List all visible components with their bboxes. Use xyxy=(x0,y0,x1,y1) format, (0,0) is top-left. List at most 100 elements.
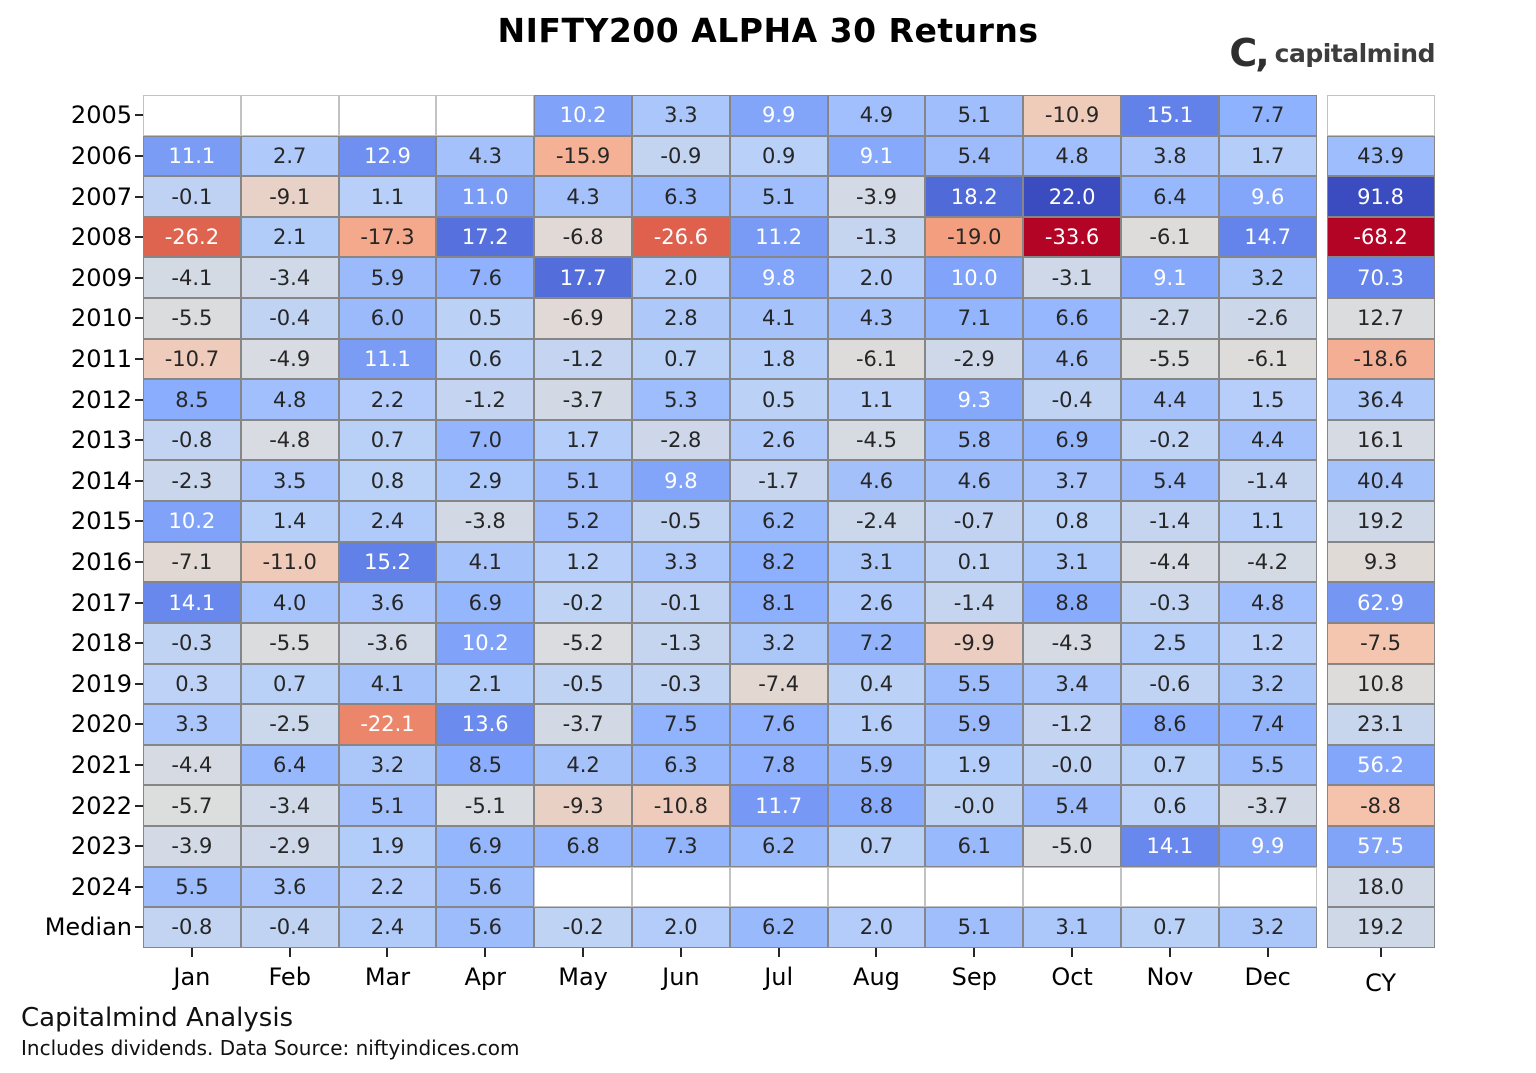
heatmap-cell: 40.4 xyxy=(1326,460,1435,502)
heatmap-cell: -5.0 xyxy=(1023,825,1121,867)
heatmap-cell: 0.7 xyxy=(1120,907,1219,948)
x-axis-col-jan: Jan xyxy=(143,947,241,997)
x-axis-col-feb: Feb xyxy=(241,947,339,997)
x-axis-tick xyxy=(973,947,976,957)
cy-column-gap xyxy=(1317,785,1327,826)
heatmap-cell xyxy=(143,95,241,136)
cy-column-gap xyxy=(1317,339,1327,380)
heatmap-cell: 1.7 xyxy=(534,419,632,461)
heatmap-cell: 2.1 xyxy=(240,216,339,258)
heatmap-cell xyxy=(338,95,437,136)
y-axis-tick xyxy=(135,439,143,442)
row-label-2012: 2012 xyxy=(70,385,132,414)
heatmap-cell: 0.9 xyxy=(729,135,828,177)
heatmap-cell: 2.0 xyxy=(827,257,926,299)
x-axis-col-jul: Jul xyxy=(730,947,828,997)
cy-column-gap xyxy=(1317,257,1327,298)
heatmap-cell: 3.2 xyxy=(338,744,437,786)
y-axis-tick xyxy=(135,236,143,239)
heatmap-cell: 19.2 xyxy=(1326,907,1435,948)
row-label-2005: 2005 xyxy=(70,101,132,130)
cy-column-gap xyxy=(1317,542,1327,583)
heatmap-cell: 2.4 xyxy=(338,501,437,542)
heatmap-cell: -0.2 xyxy=(534,582,632,623)
heatmap-cell: -1.2 xyxy=(436,379,535,420)
heatmap-row-2007: 2007 -0.1 -9.1 1.1 11.0 4.3 6.3 5.1 -3.9 18.2 22.0… xyxy=(0,176,1536,217)
capitalmind-logo-mark-icon: C, xyxy=(1229,31,1269,75)
heatmap-cell: 5.4 xyxy=(1023,785,1121,826)
heatmap-cell: 6.3 xyxy=(631,744,730,786)
heatmap-cell: -26.2 xyxy=(143,216,241,258)
heatmap-cell: 4.6 xyxy=(827,460,926,502)
heatmap-row-2019: 2019 0.3 0.7 4.1 2.1 -0.5 -0.3 -7.4 0.4 5.5 3.4 -0.… xyxy=(0,663,1536,705)
heatmap-cell: 5.2 xyxy=(534,501,632,542)
heatmap-cell: 56.2 xyxy=(1326,744,1435,786)
x-axis-col-aug: Aug xyxy=(828,947,926,997)
heatmap-cell: 70.3 xyxy=(1326,257,1435,299)
heatmap-cell: 6.4 xyxy=(240,744,339,786)
heatmap-cell: 9.8 xyxy=(729,257,828,299)
x-axis-label: Feb xyxy=(268,962,311,991)
heatmap-row-2006: 2006 11.1 2.7 12.9 4.3 -15.9 -0.9 0.9 9.1 5.4 4.8 3… xyxy=(0,135,1536,177)
row-label-2017: 2017 xyxy=(70,588,132,617)
x-axis-tick xyxy=(777,947,780,957)
y-axis-tick xyxy=(135,926,143,929)
heatmap-cell: 18.2 xyxy=(925,176,1024,217)
heatmap-cell: 3.2 xyxy=(1218,663,1317,705)
heatmap-cell: 10.8 xyxy=(1326,663,1435,705)
heatmap-cell: 5.5 xyxy=(925,663,1024,705)
heatmap-row-2005: 2005 10.2 3.3 9.9 4.9 5.1 -10.9 15.1 7.7 xyxy=(0,95,1536,136)
row-label-2007: 2007 xyxy=(70,182,132,211)
heatmap-row-2018: 2018 -0.3 -5.5 -3.6 10.2 -5.2 -1.3 3.2 7.2 -9.9 -4… xyxy=(0,622,1536,664)
heatmap-cell: -0.3 xyxy=(143,622,241,664)
heatmap-cell: -8.8 xyxy=(1326,785,1435,826)
heatmap-cell: 14.1 xyxy=(1120,825,1219,867)
heatmap-cell: -10.7 xyxy=(143,338,241,380)
heatmap-cell: -0.5 xyxy=(534,663,632,705)
x-axis-label: Apr xyxy=(464,962,507,991)
heatmap-cell: -2.4 xyxy=(827,501,926,542)
heatmap-cell: 3.3 xyxy=(143,704,241,745)
x-axis-tick xyxy=(190,947,193,957)
heatmap-cell xyxy=(827,866,926,908)
heatmap-cell: 0.5 xyxy=(729,379,828,420)
heatmap-cell xyxy=(631,866,730,908)
heatmap-cell: 5.5 xyxy=(1218,744,1317,786)
heatmap-cell: 0.6 xyxy=(436,338,535,380)
heatmap-cell: 4.2 xyxy=(534,744,632,786)
heatmap-cell: 6.6 xyxy=(1023,298,1121,339)
heatmap-row-2024: 2024 5.5 3.6 2.2 5.6 18.0 xyxy=(0,866,1536,908)
heatmap-cell: 9.3 xyxy=(925,379,1024,420)
row-label-2010: 2010 xyxy=(70,304,132,333)
heatmap-cell: 9.8 xyxy=(631,460,730,502)
y-axis-tick xyxy=(135,561,143,563)
heatmap-cell: 9.1 xyxy=(1120,257,1219,299)
heatmap-cell: -0.5 xyxy=(631,501,730,542)
heatmap-cell: 1.1 xyxy=(1218,501,1317,542)
cy-column-gap xyxy=(1317,136,1327,177)
y-axis-tick xyxy=(135,398,143,401)
heatmap-cell: 3.6 xyxy=(338,582,437,623)
heatmap-cell: 14.1 xyxy=(143,582,241,623)
heatmap-cell xyxy=(1218,866,1317,908)
heatmap-cell: -33.6 xyxy=(1023,216,1121,258)
heatmap-cell: -2.6 xyxy=(1218,298,1317,339)
heatmap-cell xyxy=(729,866,828,908)
heatmap-cell: 0.4 xyxy=(827,663,926,705)
heatmap-row-2021: 2021 -4.4 6.4 3.2 8.5 4.2 6.3 7.8 5.9 1.9 -0.0 0.7 5… xyxy=(0,744,1536,786)
heatmap-cell: 36.4 xyxy=(1326,379,1435,420)
heatmap-cell: 4.8 xyxy=(1218,582,1317,623)
y-axis-tick xyxy=(135,642,143,645)
heatmap-cell: -3.9 xyxy=(827,176,926,217)
x-axis-col-apr: Apr xyxy=(436,947,534,997)
heatmap-cell: 0.7 xyxy=(1120,744,1219,786)
heatmap-cell: 3.7 xyxy=(1023,460,1121,502)
heatmap-cell: 7.3 xyxy=(631,825,730,867)
heatmap-cell: 3.5 xyxy=(240,460,339,502)
heatmap-cell: 22.0 xyxy=(1023,176,1121,217)
heatmap-row-2020: 2020 3.3 -2.5 -22.1 13.6 -3.7 7.5 7.6 1.6 5.9 -1.2… xyxy=(0,704,1536,745)
heatmap-cell: 1.9 xyxy=(925,744,1024,786)
heatmap-cell: 4.3 xyxy=(827,298,926,339)
heatmap-row-2012: 2012 8.5 4.8 2.2 -1.2 -3.7 5.3 0.5 1.1 9.3 -0.4 4.4… xyxy=(0,379,1536,420)
heatmap-cell: -10.8 xyxy=(631,785,730,826)
